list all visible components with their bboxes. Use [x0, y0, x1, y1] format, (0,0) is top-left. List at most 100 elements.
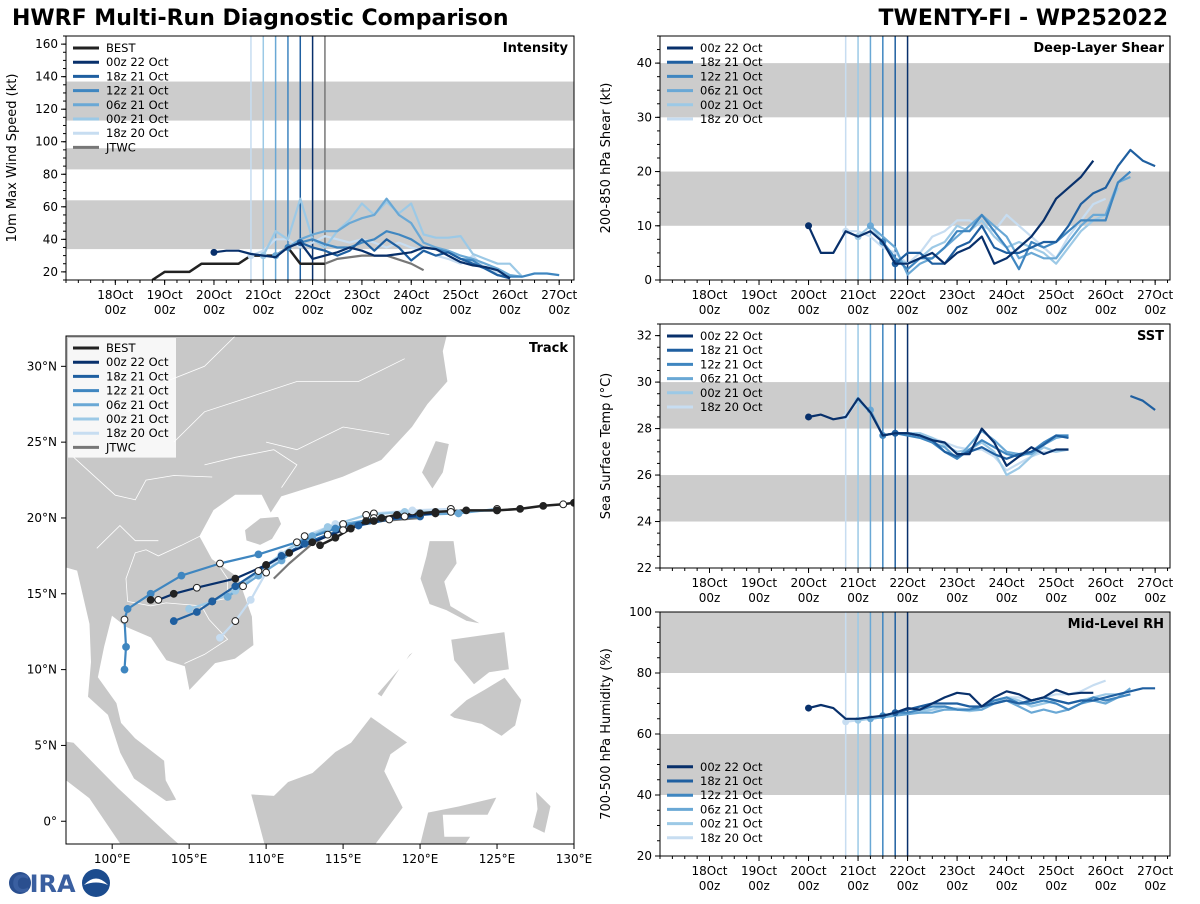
x-tick-hour-label: 00z	[400, 303, 422, 317]
lon-tick-label: 100°E	[94, 852, 131, 866]
run-track-point	[369, 517, 378, 525]
shaded-band	[66, 81, 574, 121]
y-tick-label: 24	[637, 515, 652, 529]
y-tick-label: 40	[637, 788, 652, 802]
x-tick-hour-label: 00z	[897, 879, 919, 893]
series-group	[805, 394, 1156, 477]
y-tick-label: 40	[43, 232, 58, 246]
shaded-band	[660, 475, 1170, 522]
y-tick-label: 22	[637, 561, 652, 575]
legend-label: 06z 21 Oct	[106, 98, 169, 112]
x-tick-hour-label: 00z	[203, 303, 225, 317]
sulawesi-shape	[419, 796, 498, 844]
y-tick-label: 60	[43, 200, 58, 214]
run-init-point	[866, 222, 874, 230]
legend-label: 06z 21 Oct	[700, 802, 763, 816]
run-track-point	[293, 538, 301, 547]
y-tick-label: 20	[637, 849, 652, 863]
x-tick-day-label: 25Oct	[1038, 864, 1074, 878]
x-tick-day-label: 26Oct	[1088, 864, 1124, 878]
run-track-point	[385, 515, 394, 524]
cira-logo: CIRA	[6, 866, 116, 900]
y-tick-label: 30	[637, 375, 652, 389]
legend-label: 18z 20 Oct	[700, 112, 763, 126]
noaa-seal-icon	[82, 869, 110, 897]
legend-label: 00z 22 Oct	[700, 760, 763, 774]
x-tick-day-label: 22Oct	[295, 288, 331, 302]
legend-label: 06z 21 Oct	[106, 398, 169, 412]
run-track-point	[169, 617, 178, 625]
best-track-point	[559, 500, 568, 509]
run-track-point	[446, 508, 455, 516]
x-tick-day-label: 18Oct	[691, 576, 727, 590]
run-track-point	[177, 571, 186, 580]
x-tick-day-label: 26Oct	[1088, 288, 1124, 302]
run-track-point	[339, 526, 347, 535]
x-tick-day-label: 23Oct	[939, 864, 975, 878]
run-track-point	[231, 582, 240, 591]
best-track-point	[362, 517, 371, 525]
panel-title: Deep-Layer Shear	[1033, 41, 1164, 56]
x-tick-day-label: 22Oct	[890, 864, 926, 878]
run-line	[213, 241, 511, 280]
x-tick-day-label: 20Oct	[791, 864, 827, 878]
y-tick-label: 80	[637, 666, 652, 680]
best-track-point	[431, 508, 440, 516]
x-tick-hour-label: 00z	[1045, 591, 1067, 605]
legend-label: 18z 21 Oct	[106, 369, 169, 383]
x-tick-hour-label: 00z	[1045, 879, 1067, 893]
run-init-point	[210, 248, 218, 256]
x-tick-hour-label: 00z	[1144, 303, 1166, 317]
shaded-band	[660, 63, 1170, 118]
x-tick-day-label: 24Oct	[989, 288, 1025, 302]
x-tick-day-label: 21Oct	[245, 288, 281, 302]
best-track-point	[493, 506, 501, 515]
run-track-point	[400, 512, 409, 521]
y-tick-label: 28	[637, 422, 652, 436]
halmahera-shape	[531, 789, 552, 834]
run-track-point	[300, 539, 309, 548]
x-tick-hour-label: 00z	[302, 303, 324, 317]
legend-label: 18z 20 Oct	[700, 831, 763, 845]
x-tick-day-label: 19Oct	[741, 288, 777, 302]
y-tick-label: 160	[35, 37, 58, 51]
x-tick-hour-label: 00z	[996, 591, 1018, 605]
x-tick-day-label: 20Oct	[791, 576, 827, 590]
best-track-point	[316, 541, 324, 550]
best-track-point	[331, 533, 340, 542]
best-track-point	[393, 511, 401, 519]
y-axis-label: 700-500 hPa Humidity (%)	[599, 648, 614, 820]
x-tick-day-label: 23Oct	[939, 576, 975, 590]
run-init-point	[842, 718, 850, 726]
legend-label: 18z 21 Oct	[700, 774, 763, 788]
run-line	[808, 688, 1094, 720]
x-tick-day-label: 22Oct	[890, 288, 926, 302]
sst-chart: 22242628303218Oct00z19Oct00z20Oct00z21Oc…	[599, 323, 1173, 605]
legend-label: 00z 22 Oct	[106, 355, 169, 369]
run-line	[894, 148, 1156, 265]
best-track-point	[516, 504, 525, 513]
border-line	[266, 426, 390, 451]
x-tick-day-label: 21Oct	[840, 288, 876, 302]
logo-text: CIRA	[12, 870, 76, 898]
page-title: HWRF Multi-Run Diagnostic Comparison	[12, 6, 509, 31]
legend-label: 00z 21 Oct	[700, 817, 763, 831]
track-map: 100°E 105°E 110°E 115°E 120°E 125°E 130°E 0° 5°N…	[27, 335, 592, 866]
x-tick-hour-label: 00z	[897, 303, 919, 317]
run-track-point	[169, 589, 178, 598]
best-line	[151, 246, 325, 280]
x-tick-hour-label: 00z	[105, 303, 127, 317]
legend-label: JTWC	[105, 440, 136, 454]
x-tick-hour-label: 00z	[798, 591, 820, 605]
y-tick-label: 100	[629, 605, 652, 619]
run-line	[881, 170, 1132, 271]
legend-label: 18z 21 Oct	[700, 55, 763, 69]
legend-label: 00z 21 Oct	[106, 112, 169, 126]
run-track-point	[254, 567, 263, 575]
taiwan-shape	[421, 440, 450, 490]
legend-label: 12z 21 Oct	[106, 84, 169, 98]
best-track-point	[416, 509, 424, 518]
lat-tick-label: 10°N	[27, 663, 57, 677]
x-tick-hour-label: 00z	[450, 303, 472, 317]
legend-label: 12z 21 Oct	[700, 788, 763, 802]
